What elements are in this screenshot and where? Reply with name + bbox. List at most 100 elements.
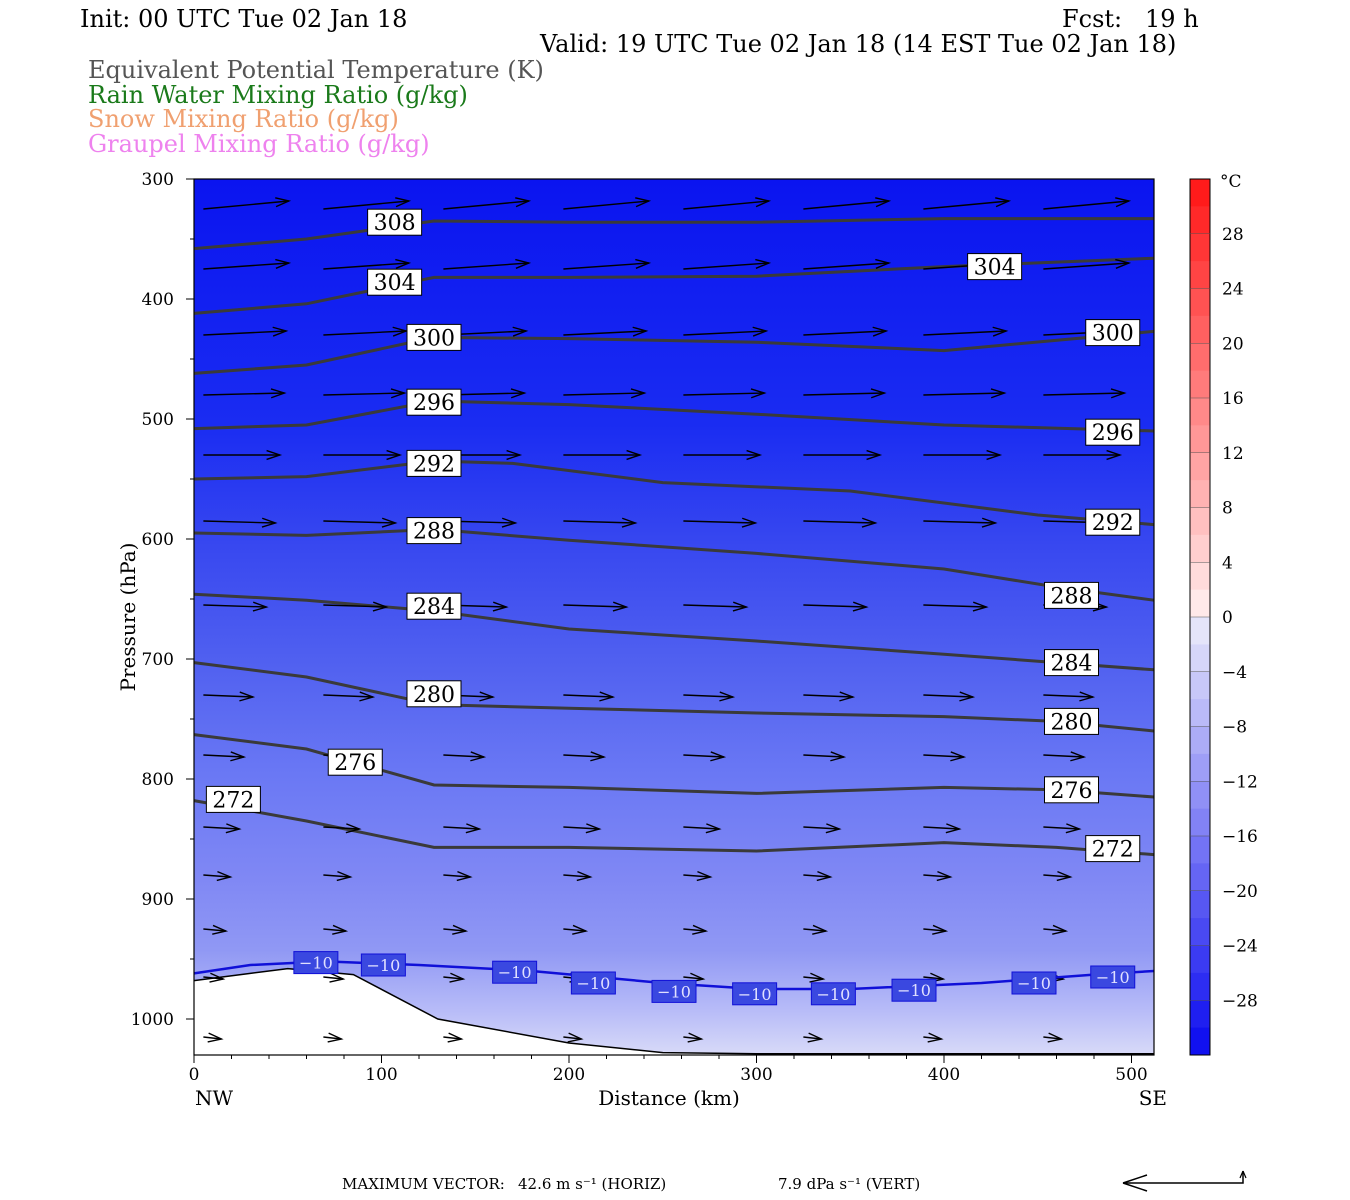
colorbar-tick-label: 0 — [1222, 608, 1233, 628]
wind-vector-head — [932, 924, 949, 935]
wind-vector — [203, 330, 287, 336]
wind-vector-head — [1056, 870, 1073, 882]
theta-e-label-box — [327, 748, 383, 776]
wind-vector-head — [207, 1032, 224, 1043]
wind-vector-head — [687, 1032, 704, 1043]
wind-vector-head — [1115, 258, 1132, 269]
wind-vector — [803, 976, 824, 980]
colorbar-segment — [1190, 644, 1210, 673]
theta-e-label-box — [1085, 835, 1141, 863]
colorbar-segment — [1190, 480, 1210, 508]
theta-e-contour-272 — [193, 799, 1155, 857]
colorbar-tick-label: −16 — [1222, 827, 1258, 847]
theta-e-label-box — [1044, 581, 1099, 609]
wind-vector-head — [1052, 924, 1069, 935]
x-tick-label: 100 — [365, 1065, 397, 1085]
colorbar-segment — [1190, 699, 1210, 727]
x-left-direction: NW — [195, 1086, 234, 1110]
wind-vector — [803, 200, 889, 210]
theta-e-contour-300 — [193, 329, 1155, 375]
isotherm-label-box — [360, 953, 406, 977]
colorbar-tick-label: 12 — [1222, 444, 1244, 464]
wind-vector — [203, 754, 244, 758]
wind-vector-head — [345, 823, 362, 834]
wind-vector — [203, 200, 289, 210]
reference-vector-arrow — [1122, 1170, 1247, 1192]
wind-vector — [803, 520, 876, 524]
theta-e-label: 296 — [413, 391, 455, 416]
wind-vector — [323, 928, 346, 932]
wind-vector-head — [696, 870, 713, 882]
wind-vector — [1043, 754, 1084, 758]
wind-vector — [323, 1036, 342, 1040]
y-tick-label: 1000 — [131, 1010, 174, 1030]
colorbar-segment — [1190, 507, 1210, 536]
wind-vector-head — [692, 924, 709, 935]
wind-vector-head — [1110, 388, 1127, 399]
theta-e-label: 280 — [1051, 710, 1093, 735]
wind-vector — [683, 392, 765, 396]
wind-vector-head — [875, 197, 892, 208]
wind-vector-head — [515, 197, 532, 208]
wind-vector — [923, 928, 946, 932]
wind-vector-head — [861, 517, 878, 528]
colorbar-segment — [1190, 452, 1210, 481]
wind-vector — [683, 262, 769, 270]
wind-vector — [203, 826, 240, 830]
colorbar-segment — [1190, 534, 1210, 563]
wind-vector — [563, 262, 649, 270]
isotherm-label-box — [1011, 971, 1057, 995]
wind-vector-head — [395, 197, 412, 208]
theta-e-label: 304 — [374, 271, 416, 296]
wind-vector — [443, 200, 529, 210]
wind-vector — [563, 520, 636, 524]
wind-vector — [1043, 262, 1129, 270]
isotherm-label: −10 — [366, 956, 400, 975]
wind-vector — [923, 392, 1005, 396]
wind-vector-head — [1047, 1032, 1064, 1043]
colorbar-tick-label: 8 — [1222, 499, 1233, 519]
wind-vector — [803, 874, 831, 878]
wind-vector-head — [479, 691, 496, 702]
colorbar-segment — [1190, 261, 1210, 289]
isotherm-label: −10 — [738, 985, 772, 1004]
wind-vector-head — [750, 388, 767, 399]
wind-vector-head — [506, 449, 523, 461]
wind-vector — [563, 754, 604, 758]
wind-vector — [683, 976, 704, 980]
wind-vector-head — [990, 388, 1007, 399]
wind-vector — [923, 754, 964, 758]
isotherm-label: −10 — [576, 974, 610, 993]
wind-vector-head — [386, 449, 403, 461]
wind-vector-head — [852, 601, 869, 612]
wind-vector — [683, 604, 747, 608]
wind-vector-head — [705, 823, 722, 834]
colorbar-segment — [1190, 972, 1210, 1001]
colorbar-segment — [1190, 589, 1210, 618]
wind-vector-head — [275, 258, 292, 269]
wind-vector — [923, 1036, 942, 1040]
wind-vector-head — [225, 823, 242, 834]
colorbar-segment — [1190, 1027, 1210, 1056]
theta-e-label: 272 — [212, 788, 254, 813]
terrain-fill — [194, 968, 1154, 1055]
wind-vector — [1043, 928, 1066, 932]
wind-vector — [323, 976, 344, 980]
wind-vector — [563, 826, 600, 830]
wind-vector — [683, 330, 767, 336]
wind-vector-head — [945, 823, 962, 834]
colorbar-segment — [1190, 617, 1210, 645]
wind-vector — [683, 200, 769, 210]
wind-vector — [923, 330, 1007, 336]
wind-vector — [323, 330, 407, 336]
wind-vector-head — [512, 326, 529, 337]
wind-vector — [803, 392, 885, 396]
wind-vector — [203, 262, 289, 270]
y-tick-label: 700 — [142, 650, 174, 670]
colorbar-segment — [1190, 863, 1210, 892]
wind-vector-head — [741, 517, 758, 528]
wind-vector-head — [230, 751, 247, 762]
colorbar-tick-label: 24 — [1222, 280, 1244, 300]
wind-vector-head — [809, 972, 826, 983]
colorbar-segment — [1190, 343, 1210, 372]
